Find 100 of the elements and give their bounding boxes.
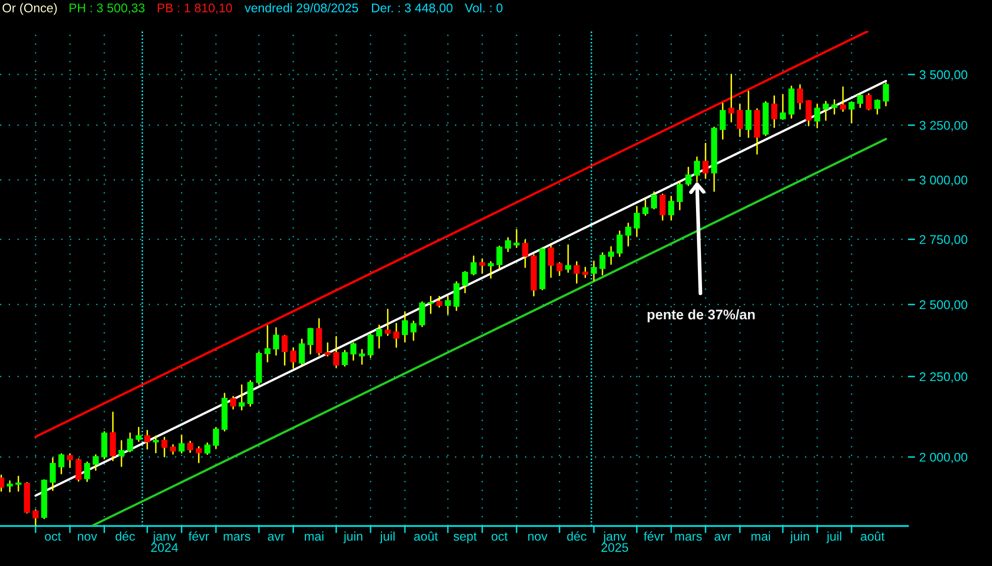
candlestick [66,453,73,468]
candlestick [15,476,22,492]
candlestick [831,99,838,115]
candlestick [514,229,520,248]
candlestick [444,296,451,315]
candlestick [797,84,804,110]
candlestick [582,266,588,278]
y-tick-label: 3 250,00 [920,120,968,132]
candlestick [187,440,194,453]
candlestick [694,156,700,182]
candlestick [874,99,880,115]
text: PB : 1 810,10 [158,4,232,14]
candlestick [247,380,254,407]
x-tick-label: févr [188,531,209,541]
candlestick [342,350,348,367]
candlestick [522,239,528,268]
y-tick-label: 2 000,00 [920,452,968,464]
x-tick-label: sept [454,532,477,544]
candlestick [76,458,82,482]
candlestick [806,100,812,126]
candlestick [496,246,502,269]
candlestick [676,180,683,210]
candlestick [720,102,726,140]
candlestick [273,327,280,356]
candlestick [212,426,219,450]
x-tick-label: déc [116,531,135,541]
text: Der. : 3 448,00 [372,4,453,14]
candlestick [152,435,159,454]
candlestick [728,74,734,122]
candlestick [376,324,382,349]
candlestick [58,453,64,474]
candlestick [144,430,150,450]
candlestick [668,196,674,221]
candlestick [822,100,829,121]
candlestick [488,261,494,279]
x-tick-label: avr [268,534,285,541]
x-tick-label: déc [567,531,586,541]
candlestick [848,101,855,124]
candlestick [238,384,245,411]
candlestick [702,142,709,179]
candlestick [410,320,417,341]
candlestick [290,347,296,369]
candlestick [358,349,365,365]
candlestick [136,426,142,442]
x-tick-label: juin [343,532,362,544]
candlestick [574,261,580,284]
x-tick-label: juil [826,532,842,544]
candlestick [101,431,108,460]
candlestick [548,245,554,278]
candlestick [170,444,176,455]
candlestick [333,336,340,368]
y-tick-label: 2 500,00 [920,300,968,311]
x-tick-label: janv 2024 [151,532,178,552]
x-tick-label: oct [492,532,508,541]
candlestick [230,396,236,410]
candlestick [625,222,632,247]
y-tick-label: 3 000,00 [920,176,968,186]
candlestick [771,95,778,128]
candlestick [608,246,614,265]
candlestick [840,86,846,112]
candlestick [264,325,270,362]
x-tick-label: juil [380,532,395,544]
x-tick-label: août [860,532,884,541]
candlestick [178,434,185,454]
candlestick [599,252,606,276]
candlestick [307,328,314,354]
candlestick [642,199,648,216]
candlestick [745,90,752,138]
candlestick [504,237,511,252]
candlestick [368,334,374,358]
candlestick [393,322,400,348]
candlestick [419,301,426,328]
candlestick [866,93,872,110]
candlestick [462,270,468,294]
candlestick [298,338,305,366]
candlestick [282,334,288,366]
x-tick-label: nov [528,534,548,541]
y-tick-label: 2 750,00 [920,235,968,246]
candlestick [110,412,116,462]
candlestick [204,442,210,455]
candlestick [196,446,202,464]
chart-title: Or (Once) [2,3,57,15]
candlestick [660,194,666,221]
candlestick [436,296,442,308]
text: PH : 3 500,33 [70,4,145,14]
candlestick [324,342,331,357]
candlestick [384,308,391,336]
candlestick [350,342,356,361]
x-tick-label: juin [790,532,809,544]
y-tick-label: 3 500,00 [920,70,968,81]
x-tick-label: oct [44,532,62,541]
x-tick-label: mai [304,532,324,541]
candlestick [685,166,692,186]
candlestick [127,432,134,452]
candlestick [32,509,39,526]
candlestick [556,262,563,276]
x-tick-label: mars [675,534,702,541]
x-tick-label: mars [224,534,250,541]
annotation: pente de 37%/an [648,309,755,322]
candlestick [650,191,658,210]
